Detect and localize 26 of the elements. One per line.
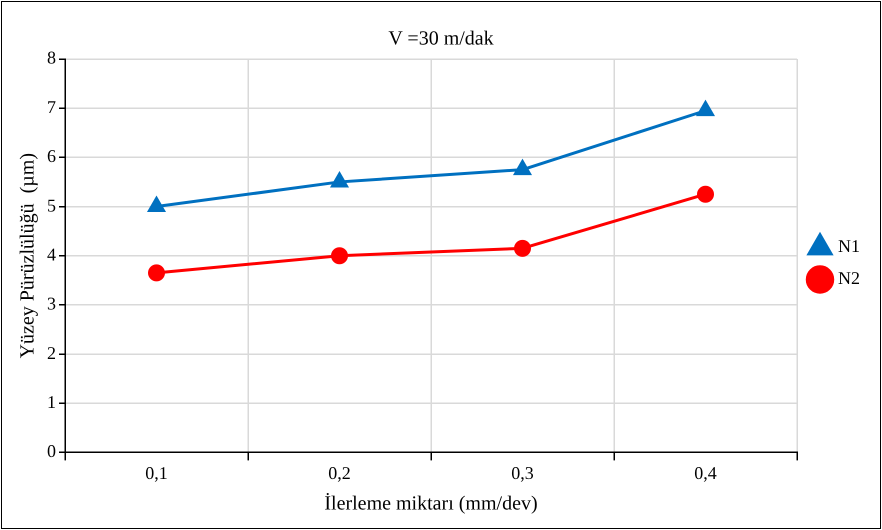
y-axis-title: Yüzey Pürüzlülüğü (µm)	[16, 153, 38, 358]
point	[697, 186, 714, 203]
y-tick-label: 5	[47, 195, 56, 216]
legend-label: N2	[838, 268, 860, 288]
y-tick-label: 1	[47, 392, 56, 412]
point	[697, 101, 714, 116]
y-tick-label: 7	[47, 96, 56, 117]
point	[514, 240, 531, 257]
y-tick-label: 8	[47, 48, 56, 68]
point	[148, 197, 165, 212]
chart-title: V =30 m/dak	[388, 27, 494, 50]
x-tick-label: 0,3	[511, 462, 534, 483]
x-axis-title: İlerleme miktarı (mm/dev)	[324, 492, 538, 514]
point	[148, 264, 165, 282]
y-tick-label: 3	[47, 294, 56, 314]
point	[514, 160, 531, 176]
legend-label: N1	[838, 236, 860, 256]
x-tick-label: 0,1	[145, 462, 168, 483]
point	[331, 172, 348, 188]
y-tick-label: 6	[47, 146, 56, 166]
point	[331, 247, 348, 264]
y-tick-label: 2	[47, 342, 56, 363]
y-tick-label: 0	[47, 441, 56, 462]
x-tick-label: 0,4	[694, 462, 717, 483]
y-tick-label: 4	[47, 244, 56, 264]
x-tick-label: 0,2	[328, 462, 351, 483]
